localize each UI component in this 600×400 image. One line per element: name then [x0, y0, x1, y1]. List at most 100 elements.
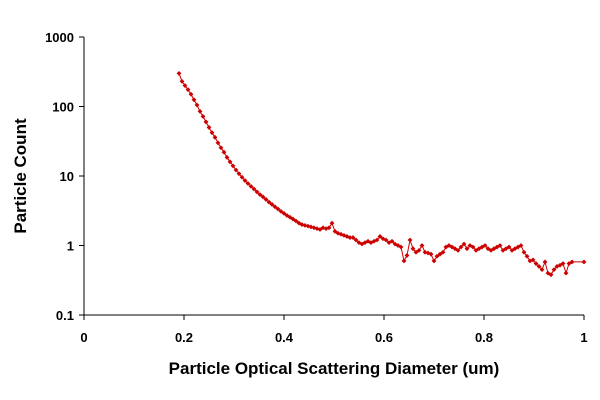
data-point: [536, 264, 542, 269]
data-point: [410, 246, 416, 252]
x-tick-label: 0.2: [175, 330, 193, 345]
data-point: [548, 272, 554, 278]
data-point: [353, 237, 359, 243]
data-point: [440, 249, 446, 255]
data-point: [224, 155, 230, 160]
y-tick-label: 0.1: [56, 308, 74, 323]
data-point: [419, 243, 425, 248]
x-axis-title: Particle Optical Scattering Diameter (um…: [169, 359, 500, 378]
data-point: [236, 171, 242, 177]
data-point: [245, 181, 251, 186]
data-point: [284, 213, 290, 218]
data-point: [374, 237, 380, 243]
data-point: [335, 230, 341, 236]
data-point: [392, 241, 398, 247]
data-point: [422, 249, 428, 255]
data-point: [503, 246, 509, 252]
data-point: [269, 202, 275, 207]
data-point: [275, 206, 281, 212]
data-point: [524, 253, 530, 259]
data-point: [182, 83, 188, 88]
data-point: [251, 186, 257, 192]
data-point: [332, 228, 338, 234]
data-point: [230, 163, 236, 169]
data-point: [323, 226, 329, 232]
data-point: [302, 222, 308, 228]
data-point: [398, 244, 404, 250]
data-point: [311, 225, 317, 231]
data-point: [227, 159, 233, 165]
y-tick-label: 1: [67, 239, 74, 254]
data-point: [278, 208, 284, 214]
y-axis-title: Particle Count: [11, 118, 30, 234]
y-tick-label: 10: [60, 169, 74, 184]
data-point: [266, 199, 272, 205]
y-tick-label: 100: [52, 100, 74, 115]
data-point: [218, 145, 224, 151]
data-point: [260, 194, 266, 200]
x-tick-label: 0: [80, 330, 87, 345]
data-point: [506, 244, 512, 250]
data-point: [395, 243, 401, 248]
x-tick-label: 0.8: [475, 330, 493, 345]
data-point: [257, 192, 263, 197]
data-point: [197, 109, 203, 114]
data-point: [179, 78, 185, 84]
data-point: [521, 249, 527, 255]
data-point: [530, 257, 536, 263]
data-point: [317, 227, 323, 232]
data-point: [326, 225, 332, 231]
data-point: [293, 218, 299, 224]
data-point: [452, 246, 458, 252]
data-point: [347, 235, 353, 240]
data-point: [431, 258, 437, 264]
data-point: [281, 210, 287, 216]
data-point: [215, 140, 221, 146]
data-point: [401, 258, 407, 264]
data-point: [500, 248, 506, 253]
data-point: [425, 250, 431, 256]
data-point: [464, 246, 470, 252]
data-point: [185, 87, 191, 93]
data-point: [434, 253, 440, 259]
data-point: [242, 178, 248, 183]
data-point: [458, 244, 464, 250]
data-point: [299, 222, 305, 227]
data-point: [416, 248, 422, 253]
data-point: [569, 259, 575, 265]
data-point: [551, 267, 557, 273]
data-point: [194, 102, 200, 108]
data-point: [203, 119, 209, 125]
data-point: [272, 204, 278, 210]
data-point: [308, 224, 314, 230]
data-point: [200, 114, 206, 119]
data-point: [359, 241, 365, 247]
data-point: [494, 244, 500, 250]
x-tick-label: 0.6: [375, 330, 393, 345]
data-point: [344, 234, 350, 239]
data-point: [476, 246, 482, 252]
x-tick-label: 1: [580, 330, 587, 345]
data-point: [380, 236, 386, 242]
data-point: [263, 197, 269, 202]
data-point: [350, 235, 356, 240]
data-point: [518, 243, 524, 248]
x-tick-label: 0.4: [275, 330, 294, 345]
data-point: [365, 238, 371, 244]
data-point: [455, 248, 461, 253]
data-point: [206, 125, 212, 130]
data-point: [320, 225, 326, 231]
data-point: [176, 70, 182, 76]
data-point: [533, 261, 539, 266]
data-point: [479, 244, 485, 250]
data-point: [428, 251, 434, 257]
data-point: [581, 259, 587, 265]
data-point: [497, 243, 503, 248]
data-point: [386, 240, 392, 246]
data-point: [461, 241, 467, 247]
data-point: [239, 174, 245, 180]
data-point: [389, 238, 395, 244]
data-point: [248, 183, 254, 189]
data-point: [467, 243, 473, 248]
